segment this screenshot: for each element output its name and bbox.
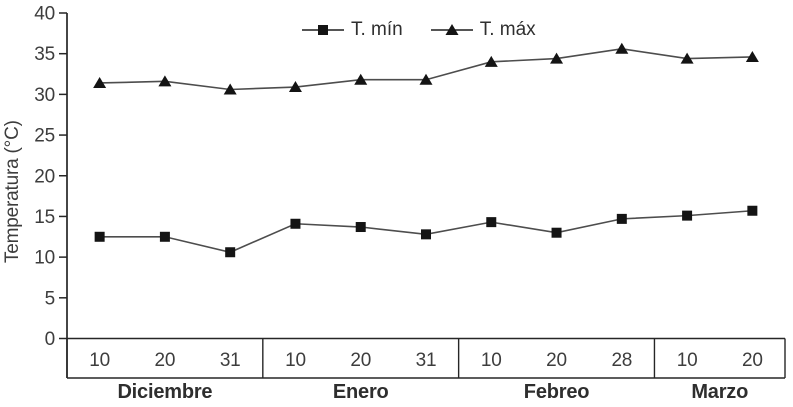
data-point-square: [159, 231, 170, 242]
month-label: Febreo: [524, 381, 589, 403]
data-point-triangle: [354, 73, 368, 85]
y-tick-label: 30: [34, 85, 55, 106]
month-label: Diciembre: [117, 381, 212, 403]
data-point-square: [682, 210, 693, 221]
y-tick-label: 5: [45, 288, 55, 309]
day-tick-label: 20: [546, 350, 567, 371]
data-point-square: [551, 227, 562, 238]
y-tick-label: 20: [34, 166, 55, 187]
data-point-triangle: [680, 52, 694, 64]
data-point-square: [486, 217, 497, 228]
data-point-triangle: [223, 83, 237, 95]
data-point-triangle: [419, 73, 433, 85]
triangle-marker-icon: [430, 24, 473, 35]
y-tick-label: 10: [34, 248, 55, 269]
day-tick-label: 31: [416, 350, 437, 371]
day-tick-label: 10: [677, 350, 698, 371]
data-point-triangle: [484, 55, 498, 67]
day-tick-label: 10: [285, 350, 306, 371]
y-tick-label: 35: [34, 44, 55, 65]
y-tick-label: 15: [34, 207, 55, 228]
legend-label-tmin: T. mín: [351, 19, 403, 40]
data-point-square: [355, 222, 366, 233]
day-tick-label: 10: [481, 350, 502, 371]
y-tick-label: 0: [45, 329, 55, 350]
data-point-square: [225, 247, 236, 258]
day-tick-label: 20: [155, 350, 176, 371]
day-tick-label: 10: [89, 350, 110, 371]
day-tick-label: 28: [611, 350, 632, 371]
month-label: Enero: [333, 381, 389, 403]
day-tick-label: 20: [742, 350, 763, 371]
y-tick-label: 40: [34, 4, 55, 25]
y-tick-label: 25: [34, 126, 55, 147]
day-tick-label: 20: [350, 350, 371, 371]
data-point-triangle: [745, 50, 759, 62]
data-point-triangle: [93, 76, 107, 88]
data-point-triangle: [550, 52, 564, 64]
legend-label-tmax: T. máx: [479, 19, 536, 40]
data-point-square: [290, 218, 301, 229]
square-marker-icon: [302, 25, 344, 35]
data-point-triangle: [288, 81, 302, 93]
data-point-square: [616, 213, 627, 224]
legend: T. mín T. máx: [302, 19, 536, 41]
month-label: Marzo: [691, 381, 748, 403]
data-point-square: [421, 229, 431, 240]
data-point-square: [747, 205, 758, 216]
data-point-triangle: [615, 42, 629, 54]
legend-item-tmin: T. mín: [302, 19, 403, 41]
data-point-square: [94, 231, 105, 242]
data-point-triangle: [158, 75, 172, 87]
legend-item-tmax: T. máx: [430, 19, 536, 41]
day-tick-label: 31: [220, 350, 241, 371]
